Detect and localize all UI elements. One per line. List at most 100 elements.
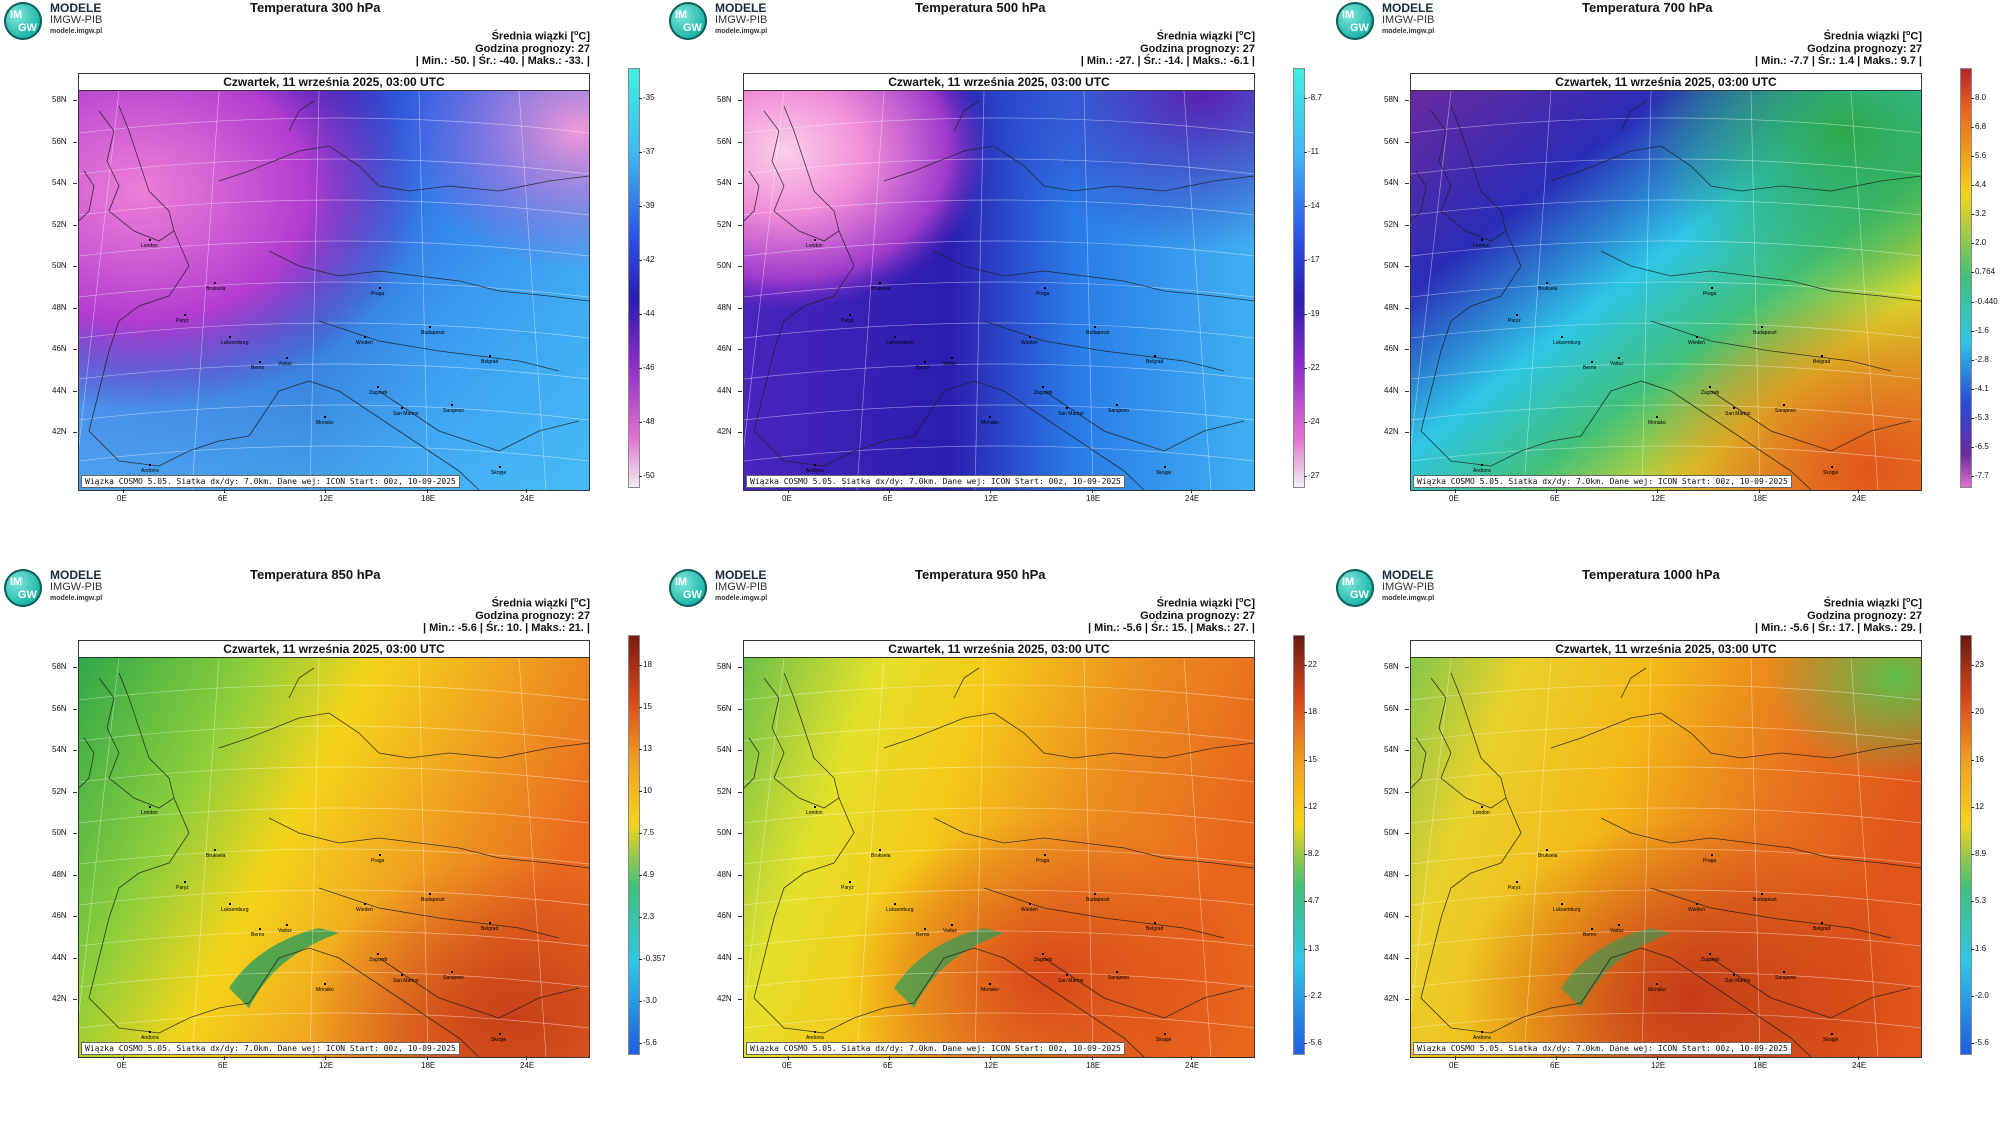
latitude-label: 46N: [52, 911, 67, 920]
latitude-label: 56N: [1384, 704, 1399, 713]
longitude-label: 12E: [984, 494, 999, 503]
city-marker: [364, 903, 366, 905]
city-marker: [489, 922, 491, 924]
colorbar-tick: [1971, 948, 1974, 950]
city-label: Monako: [1648, 987, 1666, 993]
forecast-panel: IM GW MODELE IMGW-PIB modele.imgw.pl Temperat…: [665, 567, 1325, 1127]
colorbar-tick: [1304, 314, 1307, 315]
city-label: Berno: [916, 932, 930, 938]
city-marker: [1591, 361, 1593, 363]
city-label: San Marino: [1058, 978, 1084, 984]
latitude-tick: [1405, 667, 1409, 668]
city-marker: [377, 386, 379, 388]
badge-text-bottom: GW: [18, 22, 37, 34]
logo-text: MODELE IMGW-PIB modele.imgw.pl: [1382, 2, 1434, 38]
temperature-map[interactable]: London Bruksela Paryż Luksemburg Praga Wiedeń…: [744, 91, 1254, 490]
latitude-tick: [73, 225, 77, 226]
city-marker: [1044, 287, 1046, 289]
latitude-label: 50N: [717, 261, 732, 270]
latitude-label: 54N: [717, 745, 732, 754]
forecast-hour: Godzina prognozy: 27: [1807, 609, 1922, 622]
latitude-tick: [73, 142, 77, 143]
latitude-label: 56N: [1384, 137, 1399, 146]
degree-sign: o: [574, 597, 579, 604]
city-label: Praga: [371, 291, 385, 297]
city-label: Belgrad: [1146, 359, 1164, 365]
temperature-map[interactable]: London Bruksela Paryż Luksemburg Praga Wiedeń…: [79, 91, 589, 490]
latitude-tick: [738, 709, 742, 710]
logo-url: modele.imgw.pl: [715, 595, 768, 602]
colorbar-label: -4.1: [1975, 383, 1989, 393]
colorbar-tick: [639, 959, 642, 960]
latitude-label: 52N: [52, 220, 67, 229]
city-label: Budapeszt: [1753, 897, 1777, 903]
city-marker: [1154, 922, 1156, 924]
latitude-label: 48N: [717, 870, 732, 879]
panel-title: Temperatura 950 hPa: [915, 567, 1046, 582]
longitude-tick: [1191, 1056, 1192, 1060]
longitude-tick: [1556, 489, 1557, 493]
colorbar-tick: [639, 206, 642, 207]
imgw-logo: IM GW MODELE IMGW-PIB modele.imgw.pl: [665, 0, 825, 44]
city-label: Andorra: [141, 1035, 159, 1041]
latitude-tick: [73, 432, 77, 433]
city-label: Andorra: [1473, 468, 1491, 474]
latitude-label: 50N: [1384, 261, 1399, 270]
colorbar-label: -14: [1308, 201, 1320, 210]
city-label: Luksemburg: [886, 340, 914, 346]
latitude-tick: [738, 999, 742, 1000]
latitude-label: 46N: [1384, 911, 1399, 920]
temperature-map[interactable]: London Bruksela Paryż Luksemburg Praga Wiedeń…: [79, 658, 589, 1057]
longitude-tick: [123, 489, 124, 493]
city-marker: [1094, 893, 1096, 895]
latitude-label: 50N: [52, 828, 67, 837]
logo-line2: IMGW-PIB: [715, 14, 768, 26]
imgw-logo: IM GW MODELE IMGW-PIB modele.imgw.pl: [0, 567, 160, 611]
latitude-label: 48N: [52, 870, 67, 879]
temperature-map[interactable]: London Bruksela Paryż Luksemburg Praga Wiedeń…: [1411, 91, 1921, 490]
longitude-tick: [526, 489, 527, 493]
city-marker: [1821, 355, 1823, 357]
city-marker: [1711, 287, 1713, 289]
city-label: Skopje: [1823, 470, 1839, 476]
city-label: Skopje: [1823, 1037, 1839, 1043]
logo-line2: IMGW-PIB: [50, 14, 103, 26]
latitude-label: 52N: [1384, 220, 1399, 229]
colorbar-tick: [1971, 330, 1974, 332]
latitude-label: 42N: [1384, 427, 1399, 436]
latitude-label: 44N: [52, 386, 67, 395]
longitude-tick: [1858, 1056, 1859, 1060]
colorbar-tick: [1971, 98, 1974, 99]
panel-title: Temperatura 850 hPa: [250, 567, 381, 582]
colorbar-label: -8.7: [1308, 93, 1322, 102]
forecast-hour: Godzina prognozy: 27: [1807, 42, 1922, 55]
city-label: Monako: [981, 420, 999, 426]
colorbar-tick: [1971, 417, 1974, 419]
city-marker: [814, 1031, 816, 1033]
degree-sign: o: [1906, 30, 1911, 37]
colorbar-tick: [1971, 712, 1974, 714]
city-label: Paryż: [841, 885, 854, 891]
latitude-label: 54N: [52, 178, 67, 187]
colorbar-label: -5.3: [1975, 412, 1989, 422]
latitude-tick: [73, 792, 77, 793]
colorbar-label: 13: [643, 744, 652, 753]
city-label: Sarajewo: [1775, 408, 1796, 414]
map-frame: Czwartek, 11 września 2025, 03:00 UTC Lo…: [78, 73, 590, 491]
temperature-map[interactable]: London Bruksela Paryż Luksemburg Praga Wiedeń…: [744, 658, 1254, 1057]
latitude-label: 56N: [717, 137, 732, 146]
latitude-label: 44N: [717, 386, 732, 395]
city-marker: [429, 893, 431, 895]
badge-text-top: IM: [675, 576, 688, 588]
city-label: Vaduz: [278, 928, 292, 934]
stats-line: | Min.: -5.6 | Śr.: 10. | Maks.: 21. |: [423, 621, 590, 634]
temperature-map[interactable]: London Bruksela Paryż Luksemburg Praga Wiedeń…: [1411, 658, 1921, 1057]
colorbar-tick: [1304, 152, 1307, 153]
city-label: San Marino: [1725, 978, 1751, 984]
city-marker: [1094, 326, 1096, 328]
latitude-tick: [73, 916, 77, 917]
city-marker: [1154, 355, 1156, 357]
colorbar-tick: [639, 98, 642, 99]
latitude-label: 50N: [52, 261, 67, 270]
longitude-tick: [325, 1056, 326, 1060]
